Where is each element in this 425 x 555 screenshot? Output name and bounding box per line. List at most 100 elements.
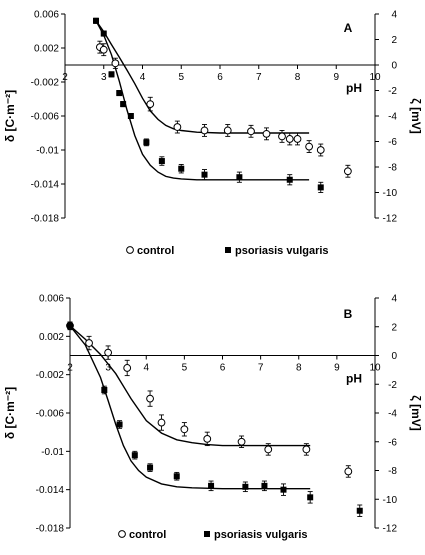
- data-point-psoriasis: [208, 482, 215, 489]
- data-point-control: [223, 126, 232, 135]
- x-tick-label: 4: [143, 363, 149, 374]
- y2-tick-label: 2: [391, 35, 397, 46]
- data-point-control: [180, 425, 189, 434]
- x-tick-label: 8: [295, 72, 301, 83]
- data-point-control: [343, 167, 352, 176]
- data-point-psoriasis: [143, 139, 150, 146]
- y-tick-label: -0.014: [36, 485, 65, 496]
- data-point-control: [123, 364, 132, 372]
- legend-symbol-psoriasis: [225, 247, 231, 253]
- y-tick-label: 0.006: [34, 10, 59, 21]
- data-point-psoriasis: [286, 176, 293, 183]
- legend-label-control: control: [137, 245, 174, 257]
- data-point-control: [200, 126, 209, 135]
- legend-label-psoriasis: psoriasis vulgaris: [214, 529, 308, 541]
- y2-tick-label: -8: [388, 466, 397, 477]
- y2-tick-label: 0: [391, 351, 397, 362]
- data-point-psoriasis: [100, 30, 107, 37]
- y-tick-label: -0.002: [31, 78, 60, 89]
- y2-tick-label: -12: [383, 524, 398, 535]
- data-point-psoriasis: [147, 464, 154, 471]
- y-axis-title: δ [C·m⁻²]: [3, 90, 17, 142]
- data-point-control: [302, 445, 311, 454]
- chart-panel-b: 2 3 4 5 6 7 8 9 10 0.006 0.002 -0.002 -0.006 -0.01 -0.…: [3, 294, 423, 542]
- y2-tick-label: 4: [391, 294, 397, 305]
- fit-curve-0: [97, 22, 310, 134]
- data-point-control: [146, 100, 155, 108]
- data-point-control: [344, 467, 353, 476]
- data-point-psoriasis: [116, 90, 123, 97]
- legend-label-control: control: [129, 529, 166, 541]
- x-tick-label: 3: [105, 363, 111, 374]
- x-tick-label: 4: [140, 72, 146, 83]
- x-tick-label: 6: [217, 72, 223, 83]
- legend-symbol-control: [126, 246, 134, 254]
- x-tick-label: 2: [67, 363, 73, 374]
- y2-tick-label: -4: [388, 112, 397, 123]
- y2-tick-label: -8: [388, 163, 397, 174]
- y-tick-label: 0.006: [39, 294, 64, 305]
- data-point-control: [104, 348, 113, 357]
- y-tick-label: 0.002: [34, 44, 59, 55]
- data-point-psoriasis: [242, 483, 249, 490]
- y2-tick-label: -4: [388, 409, 397, 420]
- x-axis-title: pH: [346, 81, 362, 95]
- y2-tick-label: 0: [391, 61, 397, 72]
- data-point-control: [99, 45, 108, 54]
- data-point-psoriasis: [120, 101, 127, 108]
- y-axis-title: δ [C·m⁻²]: [3, 387, 17, 439]
- x-tick-label: 5: [178, 72, 184, 83]
- y-tick-label: -0.002: [36, 370, 65, 381]
- data-point-psoriasis: [116, 421, 123, 428]
- data-point-psoriasis: [101, 387, 108, 393]
- data-point-control: [203, 434, 212, 443]
- y2-axis-title: ζ [mV]: [409, 98, 423, 134]
- data-point-psoriasis: [280, 486, 287, 493]
- fit-curve-1: [95, 20, 310, 181]
- y2-tick-label: -2: [388, 86, 397, 97]
- x-tick-label: 3: [101, 72, 107, 83]
- data-point-control: [285, 135, 294, 143]
- data-point-control: [157, 418, 166, 427]
- y2-axis-title: ζ [mV]: [409, 395, 423, 431]
- data-point-control: [173, 123, 182, 131]
- y2-tick-label: -6: [388, 437, 397, 448]
- data-point-control: [264, 445, 273, 454]
- data-point-psoriasis: [127, 113, 134, 119]
- x-tick-label: 7: [258, 363, 264, 374]
- x-tick-label: 5: [182, 363, 188, 374]
- y-tick-label: 0.002: [39, 332, 64, 343]
- y-tick-label: -0.006: [36, 409, 65, 420]
- data-point-control: [278, 132, 286, 141]
- legend-label-psoriasis: psoriasis vulgaris: [235, 245, 329, 257]
- fit-curve-0: [69, 325, 311, 447]
- x-axis-title: pH: [346, 372, 362, 386]
- chart-panel-a: 2 3 4 5 6 7 8 9 10 0.006 0.002 -0.002 -0.006 -0.01 -0.…: [3, 10, 423, 258]
- x-tick-label: 2: [62, 72, 68, 83]
- panel-label: B: [344, 307, 353, 321]
- y-tick-label: -0.014: [31, 180, 60, 191]
- y2-tick-label: -6: [388, 137, 397, 148]
- x-tick-label: 8: [296, 363, 302, 374]
- data-point-control: [293, 135, 302, 143]
- y2-tick-label: -12: [383, 214, 398, 225]
- y-tick-label: -0.018: [36, 524, 65, 535]
- x-tick-label: 10: [369, 363, 381, 374]
- y-tick-label: -0.01: [36, 146, 59, 157]
- y2-tick-label: -10: [383, 188, 398, 199]
- data-point-control: [262, 129, 271, 138]
- y-tick-label: -0.01: [41, 447, 64, 458]
- y2-tick-label: 4: [391, 10, 397, 21]
- y2-tick-label: -2: [388, 380, 397, 391]
- data-point-psoriasis: [317, 184, 324, 191]
- x-tick-label: 10: [369, 72, 381, 83]
- x-tick-label: 9: [333, 72, 339, 83]
- data-point-control: [111, 59, 120, 68]
- legend-symbol-control: [118, 530, 126, 538]
- data-point-control: [85, 339, 93, 347]
- data-point-psoriasis: [307, 494, 314, 501]
- x-tick-label: 7: [256, 72, 262, 83]
- data-point-control: [247, 127, 255, 136]
- data-point-control: [316, 146, 325, 154]
